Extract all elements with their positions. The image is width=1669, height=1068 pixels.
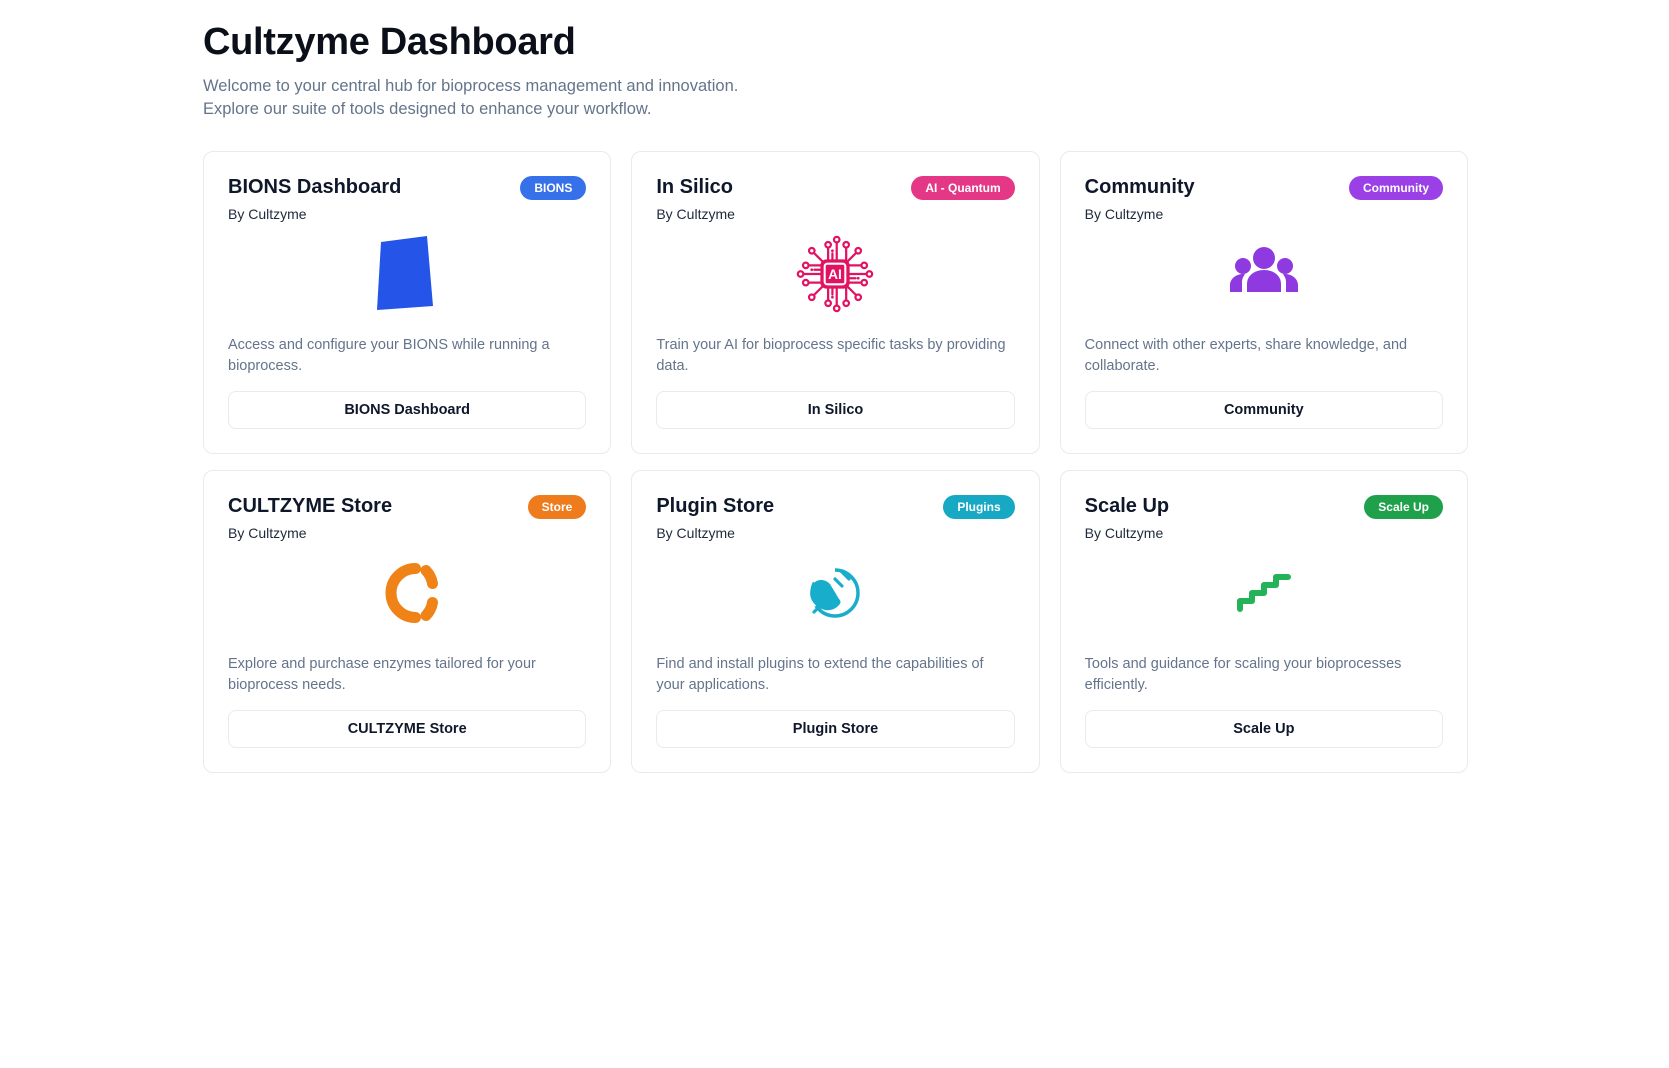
svg-text:AI: AI	[829, 267, 843, 282]
